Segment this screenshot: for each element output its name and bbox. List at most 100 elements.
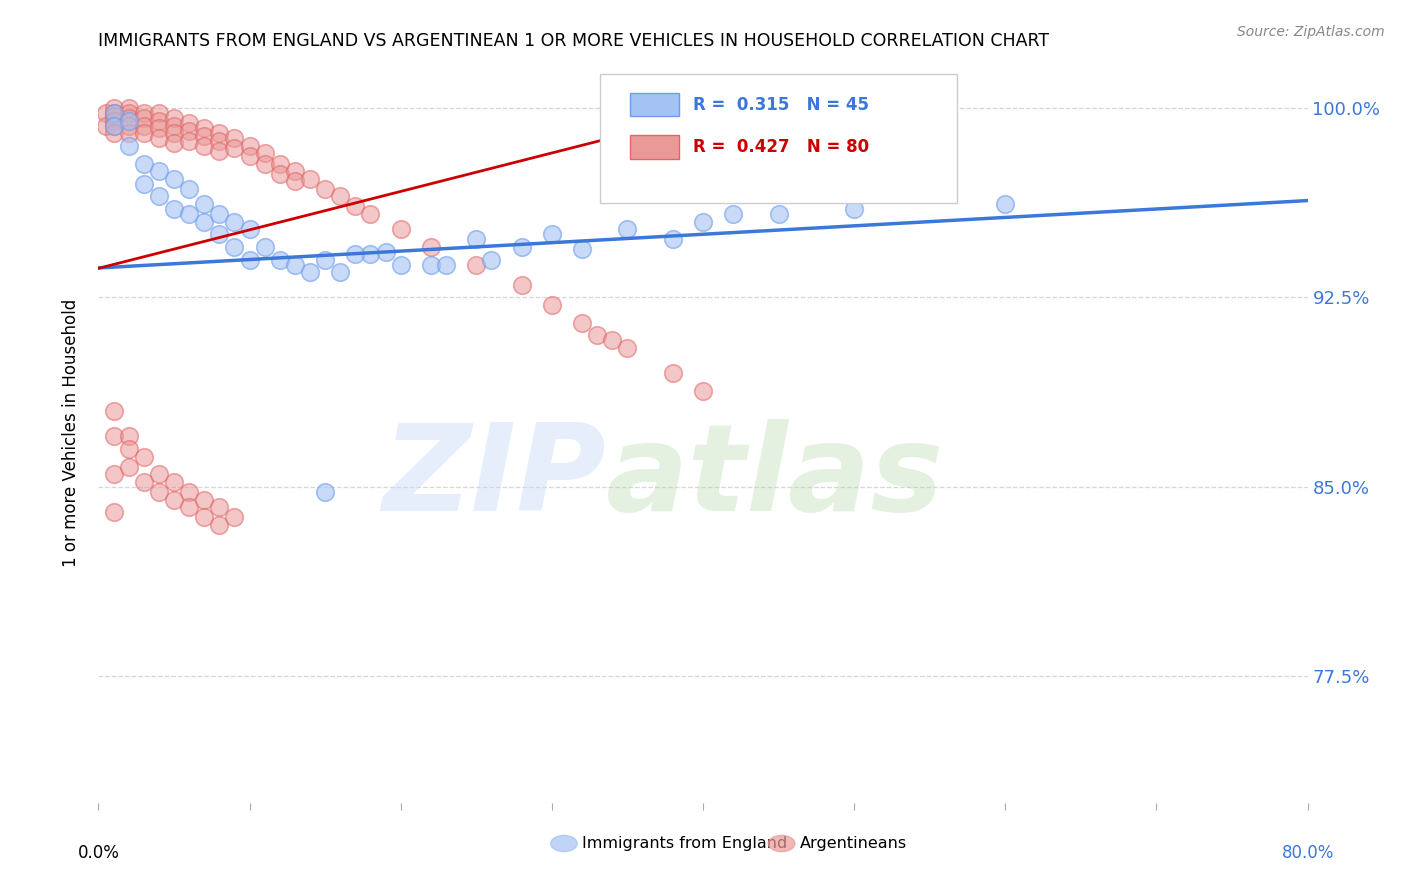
Argentineans bbox=[132, 106, 155, 120]
Argentineans bbox=[132, 119, 155, 133]
Text: R =  0.427   N = 80: R = 0.427 N = 80 bbox=[693, 138, 869, 156]
Argentineans bbox=[208, 134, 231, 148]
Circle shape bbox=[551, 836, 578, 852]
Immigrants from England bbox=[314, 252, 336, 267]
Text: Source: ZipAtlas.com: Source: ZipAtlas.com bbox=[1237, 25, 1385, 39]
Argentineans bbox=[118, 126, 141, 140]
Immigrants from England bbox=[224, 214, 246, 228]
Text: Immigrants from England: Immigrants from England bbox=[582, 836, 787, 851]
Immigrants from England bbox=[465, 232, 488, 246]
Immigrants from England bbox=[692, 214, 714, 228]
Immigrants from England bbox=[434, 258, 457, 272]
Argentineans bbox=[193, 510, 215, 524]
Immigrants from England bbox=[481, 252, 503, 267]
Argentineans bbox=[163, 119, 186, 133]
Immigrants from England bbox=[661, 232, 683, 246]
Argentineans bbox=[94, 106, 117, 120]
Immigrants from England bbox=[540, 227, 562, 242]
Argentineans bbox=[193, 121, 215, 136]
Text: atlas: atlas bbox=[606, 418, 945, 535]
Argentineans bbox=[132, 126, 155, 140]
Immigrants from England bbox=[571, 243, 593, 257]
Argentineans bbox=[118, 101, 141, 115]
Argentineans bbox=[179, 123, 201, 137]
Text: 80.0%: 80.0% bbox=[1281, 845, 1334, 863]
Argentineans bbox=[103, 113, 125, 128]
Argentineans bbox=[103, 505, 125, 519]
Argentineans bbox=[179, 134, 201, 148]
Argentineans bbox=[179, 500, 201, 515]
Immigrants from England bbox=[179, 207, 201, 221]
Immigrants from England bbox=[208, 227, 231, 242]
Immigrants from England bbox=[299, 265, 322, 279]
Text: Argentineans: Argentineans bbox=[800, 836, 907, 851]
Immigrants from England bbox=[616, 222, 638, 236]
Argentineans bbox=[224, 510, 246, 524]
Text: R =  0.315   N = 45: R = 0.315 N = 45 bbox=[693, 95, 869, 113]
Argentineans bbox=[465, 258, 488, 272]
Immigrants from England bbox=[344, 247, 367, 261]
Argentineans bbox=[103, 101, 125, 115]
Immigrants from England bbox=[314, 485, 336, 500]
Argentineans bbox=[118, 429, 141, 443]
Argentineans bbox=[163, 492, 186, 507]
Y-axis label: 1 or more Vehicles in Household: 1 or more Vehicles in Household bbox=[62, 299, 80, 566]
Immigrants from England bbox=[374, 244, 396, 259]
Circle shape bbox=[768, 836, 794, 852]
Immigrants from England bbox=[239, 252, 262, 267]
Immigrants from England bbox=[132, 156, 155, 170]
Argentineans bbox=[299, 171, 322, 186]
Text: ZIP: ZIP bbox=[382, 418, 606, 535]
Immigrants from England bbox=[269, 252, 291, 267]
Argentineans bbox=[193, 138, 215, 153]
Argentineans bbox=[148, 485, 170, 500]
Immigrants from England bbox=[329, 265, 352, 279]
Argentineans bbox=[103, 467, 125, 482]
Bar bbox=[630, 93, 679, 117]
Argentineans bbox=[269, 156, 291, 170]
Immigrants from England bbox=[163, 202, 186, 216]
Argentineans bbox=[389, 222, 412, 236]
Immigrants from England bbox=[844, 202, 866, 216]
Immigrants from England bbox=[224, 240, 246, 254]
Argentineans bbox=[118, 459, 141, 474]
Argentineans bbox=[118, 106, 141, 120]
Argentineans bbox=[329, 189, 352, 203]
Immigrants from England bbox=[148, 189, 170, 203]
Immigrants from England bbox=[193, 214, 215, 228]
Argentineans bbox=[224, 131, 246, 145]
Argentineans bbox=[148, 131, 170, 145]
Immigrants from England bbox=[768, 207, 790, 221]
Immigrants from England bbox=[132, 177, 155, 191]
Argentineans bbox=[193, 128, 215, 143]
Argentineans bbox=[586, 328, 609, 343]
Argentineans bbox=[314, 182, 336, 196]
Argentineans bbox=[661, 366, 683, 380]
Argentineans bbox=[224, 141, 246, 155]
Argentineans bbox=[420, 240, 443, 254]
Argentineans bbox=[103, 126, 125, 140]
Argentineans bbox=[540, 298, 562, 312]
Argentineans bbox=[132, 450, 155, 464]
Argentineans bbox=[208, 144, 231, 158]
Immigrants from England bbox=[253, 240, 276, 254]
Argentineans bbox=[269, 167, 291, 181]
Argentineans bbox=[208, 500, 231, 515]
Argentineans bbox=[103, 119, 125, 133]
Argentineans bbox=[208, 126, 231, 140]
Argentineans bbox=[94, 119, 117, 133]
Argentineans bbox=[284, 164, 307, 178]
Immigrants from England bbox=[420, 258, 443, 272]
Immigrants from England bbox=[723, 207, 745, 221]
Immigrants from England bbox=[148, 164, 170, 178]
Argentineans bbox=[571, 316, 593, 330]
Argentineans bbox=[239, 149, 262, 163]
Immigrants from England bbox=[163, 171, 186, 186]
Immigrants from England bbox=[193, 197, 215, 211]
Immigrants from England bbox=[360, 247, 382, 261]
Argentineans bbox=[602, 334, 624, 348]
Argentineans bbox=[253, 156, 276, 170]
Argentineans bbox=[148, 467, 170, 482]
Immigrants from England bbox=[208, 207, 231, 221]
Argentineans bbox=[148, 106, 170, 120]
